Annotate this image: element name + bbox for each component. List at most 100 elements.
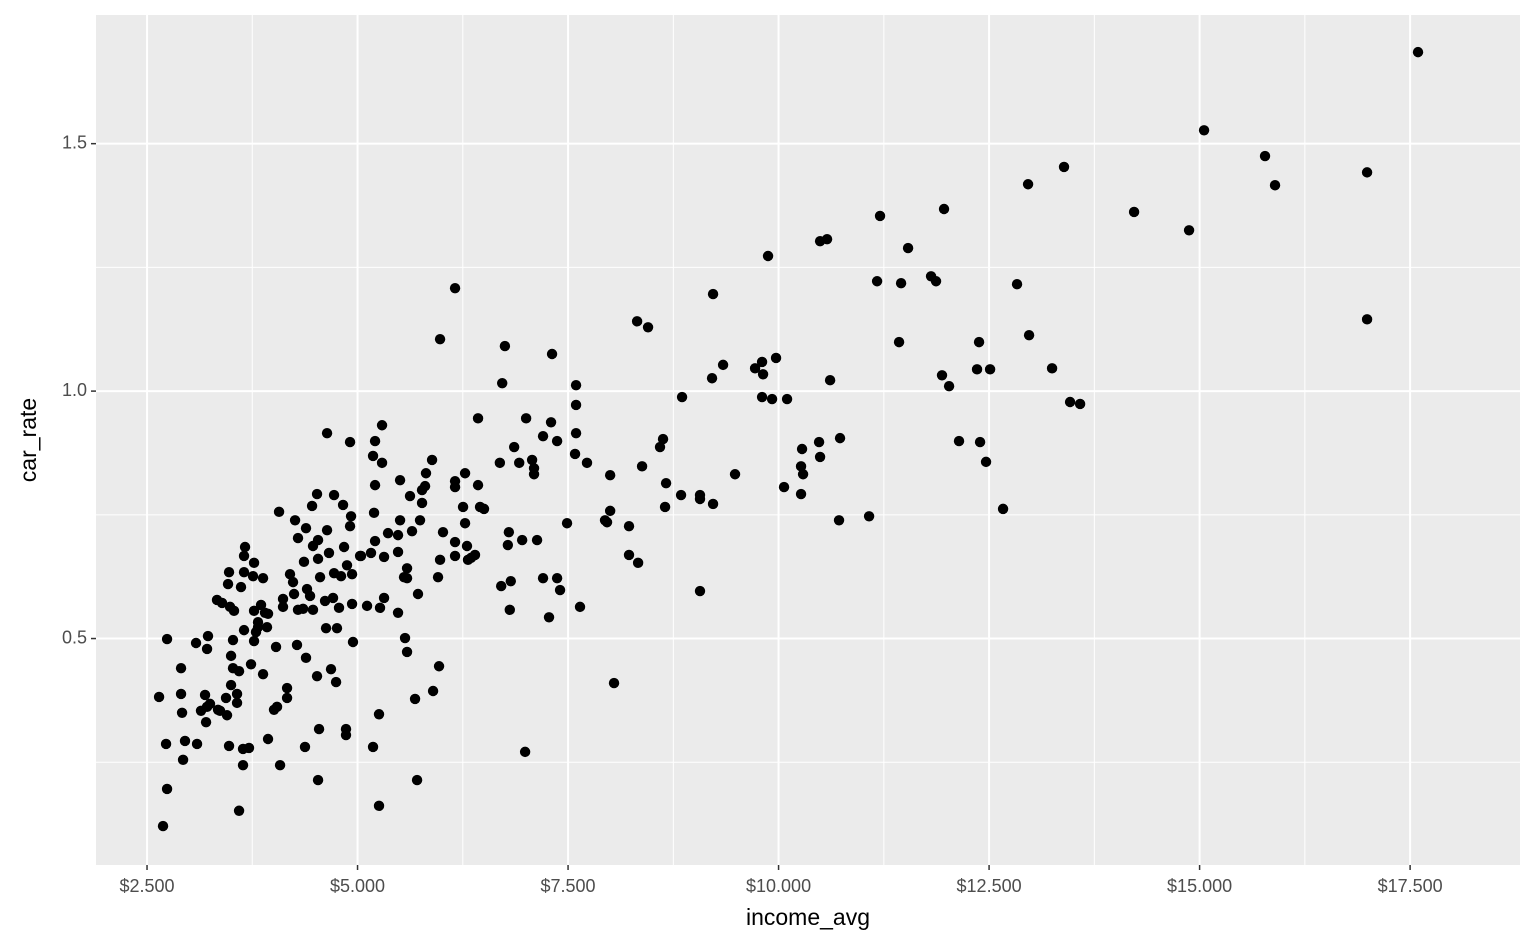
point — [312, 553, 324, 565]
point — [1064, 396, 1076, 408]
point — [292, 604, 304, 616]
point — [369, 479, 381, 491]
point — [504, 604, 515, 616]
point — [834, 432, 846, 444]
point — [1259, 150, 1271, 162]
point — [330, 676, 342, 688]
point — [414, 515, 426, 526]
point — [398, 571, 410, 583]
point — [220, 692, 232, 704]
point — [494, 457, 506, 469]
point — [344, 436, 356, 448]
point — [311, 488, 323, 500]
point — [307, 540, 319, 552]
point — [505, 575, 516, 587]
point — [376, 457, 388, 469]
point — [472, 413, 484, 424]
point — [224, 601, 236, 613]
point — [599, 515, 611, 526]
point — [757, 369, 769, 380]
point — [642, 322, 654, 333]
point — [707, 288, 719, 300]
point — [300, 522, 312, 534]
point — [277, 593, 289, 605]
point — [323, 547, 335, 559]
point — [369, 435, 381, 447]
point — [474, 501, 486, 513]
point — [157, 820, 169, 832]
point — [250, 626, 262, 638]
x-tick-label: $12.500 — [957, 876, 1022, 896]
point — [766, 393, 778, 405]
point — [561, 518, 573, 529]
point — [341, 560, 353, 571]
point — [311, 670, 323, 682]
point — [971, 364, 983, 375]
point — [519, 746, 531, 758]
point — [231, 688, 243, 700]
point — [449, 481, 461, 493]
point — [392, 529, 404, 541]
point — [313, 723, 325, 735]
point — [299, 741, 311, 753]
point — [245, 659, 257, 670]
grid — [96, 15, 1520, 865]
point — [770, 352, 782, 364]
point — [416, 484, 428, 496]
point — [895, 278, 907, 289]
point — [301, 583, 313, 595]
point — [1074, 398, 1086, 410]
points — [153, 46, 1424, 832]
point — [537, 572, 549, 584]
point — [394, 515, 406, 526]
point — [449, 536, 461, 548]
point — [569, 448, 581, 460]
point — [409, 693, 421, 705]
point — [199, 689, 211, 701]
point — [373, 800, 385, 812]
plot-panel — [96, 15, 1520, 865]
point — [338, 541, 350, 553]
point — [281, 682, 293, 694]
point — [1269, 180, 1281, 191]
point — [340, 729, 352, 741]
point — [378, 592, 390, 604]
point — [543, 612, 555, 623]
point — [153, 691, 165, 703]
point — [404, 490, 416, 502]
point — [262, 733, 274, 745]
point — [472, 479, 484, 491]
point — [974, 436, 986, 448]
point — [325, 664, 337, 675]
point — [270, 641, 282, 653]
point — [319, 595, 331, 607]
point — [871, 276, 883, 287]
point — [795, 461, 807, 472]
point — [426, 454, 438, 466]
point — [238, 550, 250, 562]
point — [273, 506, 285, 518]
point — [623, 521, 635, 532]
point — [570, 427, 582, 439]
point — [675, 489, 687, 501]
point — [936, 370, 948, 381]
point — [1023, 329, 1035, 341]
point — [902, 242, 914, 254]
point — [412, 588, 424, 600]
point — [1022, 179, 1034, 190]
point — [225, 679, 237, 691]
point — [545, 417, 557, 428]
point — [307, 604, 319, 616]
point — [729, 469, 741, 480]
point — [231, 697, 243, 709]
point — [459, 518, 471, 529]
x-tick-label: $5.000 — [330, 876, 385, 896]
point — [200, 716, 212, 728]
point — [227, 634, 239, 646]
point — [287, 576, 299, 588]
point — [980, 456, 992, 468]
point — [1011, 279, 1023, 290]
point — [604, 505, 616, 517]
point — [394, 474, 406, 486]
